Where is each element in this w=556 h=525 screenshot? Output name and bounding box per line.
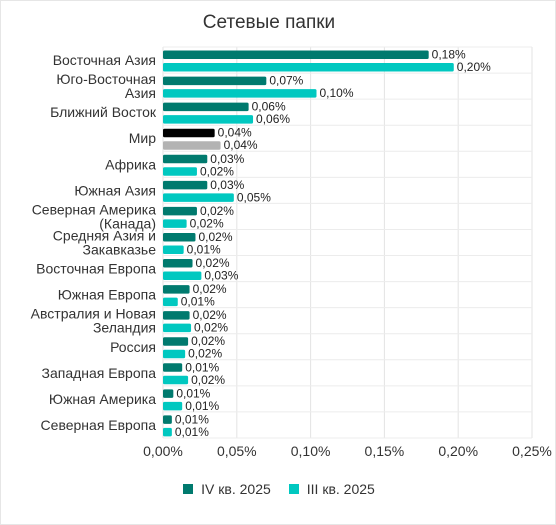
bar-q3-7: [163, 245, 184, 254]
legend-item-q4[interactable]: IV кв. 2025: [183, 481, 271, 497]
data-label-q4-1: 0,07%: [269, 74, 303, 88]
bar-q4-3: [163, 128, 215, 138]
data-label-q3-5: 0,05%: [237, 190, 271, 204]
bar-q3-13: [163, 401, 183, 411]
data-label-q4-6: 0,02%: [200, 204, 234, 218]
legend-label-q3: III кв. 2025: [306, 481, 375, 497]
category-label-12-0: Западная Европа: [42, 365, 157, 381]
category-label-9-0: Южная Европа: [58, 287, 156, 303]
data-label-q3-9: 0,01%: [181, 295, 215, 309]
category-label-2-0: Ближний Восток: [50, 104, 157, 120]
data-label-q4-4: 0,03%: [210, 152, 244, 166]
category-label-13-0: Южная Америка: [49, 391, 156, 407]
x-tick-label-5: 0,25%: [512, 443, 552, 459]
bar-q3-2: [163, 115, 254, 124]
category-label-7-0: Средняя Азия и: [53, 228, 156, 244]
data-label-q4-7: 0,02%: [198, 230, 232, 244]
category-label-1-0: Юго-Восточная: [56, 71, 156, 87]
bar-q4-1: [163, 76, 267, 86]
category-label-10-1: Зеландия: [93, 320, 156, 336]
category-label-3-0: Мир: [129, 130, 156, 146]
data-label-q3-14: 0,01%: [175, 425, 209, 439]
category-label-11-0: Россия: [110, 339, 156, 355]
data-label-q3-3: 0,04%: [224, 138, 258, 152]
bar-q4-5: [163, 180, 208, 190]
data-label-q3-6: 0,02%: [190, 216, 224, 230]
legend-item-q3[interactable]: III кв. 2025: [288, 481, 375, 497]
data-label-q4-2: 0,06%: [252, 100, 286, 114]
bar-q4-8: [163, 259, 193, 268]
bar-q3-1: [163, 89, 317, 98]
bar-q4-9: [163, 285, 190, 294]
bar-q3-10: [163, 323, 192, 333]
data-label-q4-3: 0,04%: [218, 126, 252, 140]
category-label-7-1: Закавказье: [83, 242, 157, 258]
data-label-q3-2: 0,06%: [256, 112, 290, 126]
bar-q3-4: [163, 167, 197, 176]
bar-q4-0: [163, 50, 429, 59]
legend-swatch-q3: [288, 484, 299, 494]
data-label-q4-14: 0,01%: [175, 412, 209, 426]
bar-q4-13: [163, 389, 174, 398]
data-label-q4-5: 0,03%: [210, 178, 244, 192]
data-label-q3-11: 0,02%: [188, 347, 222, 361]
data-label-q4-11: 0,02%: [191, 334, 225, 348]
bar-q4-12: [163, 363, 183, 372]
bar-q3-6: [163, 219, 187, 228]
bar-q3-3: [163, 141, 221, 150]
x-tick-label-3: 0,15%: [365, 443, 405, 459]
data-label-q3-7: 0,01%: [187, 242, 221, 256]
data-label-q4-12: 0,01%: [185, 360, 219, 374]
data-label-q3-12: 0,02%: [191, 373, 225, 387]
bar-q3-11: [163, 349, 186, 359]
data-label-q3-13: 0,01%: [185, 399, 219, 413]
bar-q4-14: [163, 415, 172, 424]
bar-q3-5: [163, 193, 234, 202]
data-label-q4-8: 0,02%: [196, 256, 230, 270]
bar-chart: 0,18%0,20%Восточная Азия0,07%0,10%Юго-Во…: [31, 46, 552, 459]
chart-title: Сетевые папки: [202, 12, 336, 33]
category-label-10-0: Австралия и Новая: [31, 306, 156, 322]
bar-q3-12: [163, 375, 189, 385]
bar-q4-4: [163, 154, 208, 164]
data-label-q3-4: 0,02%: [200, 164, 234, 178]
data-label-q4-13: 0,01%: [176, 386, 210, 400]
data-label-q3-8: 0,03%: [204, 269, 238, 283]
data-label-q4-0: 0,18%: [432, 48, 466, 62]
data-label-q3-10: 0,02%: [194, 321, 228, 335]
bar-q3-0: [163, 63, 454, 72]
bar-q4-7: [163, 232, 196, 242]
bar-q4-6: [163, 206, 197, 216]
data-label-q3-0: 0,20%: [457, 60, 491, 74]
data-label-q4-9: 0,02%: [193, 282, 227, 296]
x-tick-label-2: 0,10%: [291, 443, 331, 459]
category-label-0-0: Восточная Азия: [53, 52, 156, 68]
category-label-8-0: Восточная Европа: [36, 261, 156, 277]
bar-q4-11: [163, 337, 189, 346]
bar-q4-2: [163, 102, 249, 112]
legend-swatch-q4: [183, 484, 194, 494]
bar-q4-10: [163, 311, 190, 320]
x-tick-label-4: 0,20%: [438, 443, 478, 459]
bar-q3-9: [163, 297, 178, 307]
data-label-q3-1: 0,10%: [320, 86, 354, 100]
x-tick-label-1: 0,05%: [217, 443, 257, 459]
category-label-1-1: Азия: [125, 85, 156, 101]
category-label-6-0: Северная Америка: [32, 201, 157, 217]
category-label-14-0: Северная Европа: [41, 417, 157, 433]
category-label-4-0: Африка: [105, 156, 156, 172]
legend: IV кв. 2025 III кв. 2025: [1, 481, 556, 497]
data-label-q4-10: 0,02%: [193, 308, 227, 322]
x-tick-label-0: 0,00%: [143, 443, 183, 459]
bar-q3-14: [163, 427, 172, 437]
bar-q3-8: [163, 271, 202, 281]
category-label-6-1: (Канада): [99, 215, 156, 231]
legend-label-q4: IV кв. 2025: [201, 481, 271, 497]
category-label-5-0: Южная Азия: [74, 182, 156, 198]
